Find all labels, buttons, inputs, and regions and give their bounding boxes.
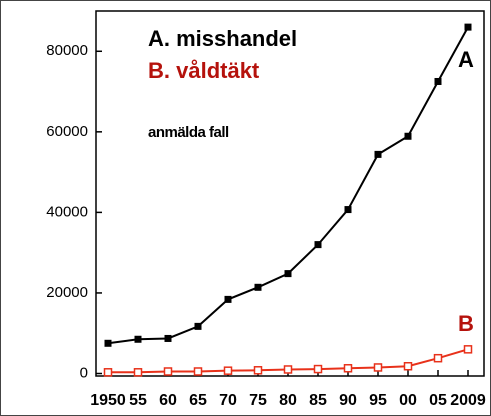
marker [313,364,323,374]
x-tick-label: 2009 [450,392,486,409]
y-tick-label: 60000 [46,123,88,140]
series-label: A [458,47,474,72]
marker [194,322,202,330]
marker [134,335,142,343]
x-tick-label: 00 [399,392,417,409]
x-tick-label: 95 [369,392,387,409]
marker [373,363,383,372]
marker [253,366,263,375]
x-tick-label: 1950 [90,392,126,409]
marker [403,362,413,371]
marker [434,77,442,85]
legend-label: A. misshandel [148,26,297,51]
marker [343,364,353,373]
x-tick-label: 90 [339,392,357,409]
marker [163,367,173,376]
marker [224,295,232,303]
marker [284,270,292,278]
marker [314,241,322,249]
marker [433,353,443,363]
marker [133,368,143,377]
x-tick-label: 55 [129,392,147,409]
x-tick-label: 60 [159,392,177,409]
x-tick-label: 70 [219,392,237,409]
marker [193,367,203,376]
marker [164,334,172,342]
x-tick-label: 05 [429,392,447,409]
marker [344,206,352,214]
y-tick-label: 40000 [46,203,88,220]
subtitle: anmälda fall [148,124,229,141]
y-tick-label: 0 [80,364,88,381]
y-tick-label: 80000 [46,42,88,59]
marker [283,365,293,374]
legend-label: B. våldtäkt [148,58,260,83]
marker [463,345,473,354]
x-tick-label: 75 [249,392,267,409]
x-tick-label: 80 [279,392,297,409]
y-tick-label: 20000 [46,284,88,301]
marker [104,339,112,347]
marker [374,150,382,158]
marker [404,132,412,140]
x-tick-label: 85 [309,392,327,409]
marker [223,366,233,375]
marker [254,283,262,291]
x-tick-label: 65 [189,392,207,409]
marker [464,23,472,31]
marker [103,368,113,377]
plot-frame [95,10,485,377]
series-label: B [458,311,474,336]
